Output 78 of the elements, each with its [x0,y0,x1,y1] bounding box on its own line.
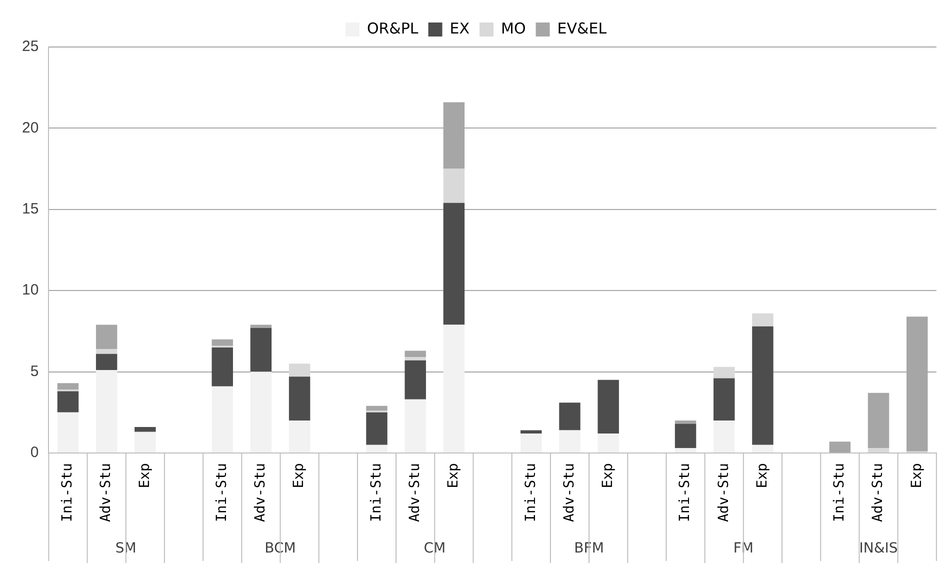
x-tick-label: Exp [600,463,616,488]
y-tick-label: 15 [22,200,39,218]
bar [520,434,542,452]
bar [366,412,388,445]
x-tick-label: Ini-Stu [832,463,848,522]
bar [250,372,272,452]
bar [443,202,465,325]
text: BCM [264,540,296,557]
x-tick-label: Adv-Stu [98,463,114,522]
x-tick-label: Ini-Stu [214,463,230,522]
legend-label: EV&EL [557,19,608,38]
bar [288,420,310,452]
bar [443,168,465,203]
bar [559,430,580,452]
bar [96,349,118,354]
bar [598,434,619,452]
bar [404,357,426,360]
bar [57,383,79,390]
y-tick-label: 10 [22,282,39,299]
text: BFM [574,540,604,557]
x-tick-label: Ini-Stu [677,463,694,522]
x-tick-label: Adv-Stu [561,463,578,522]
x-tick-label: Exp [754,463,770,488]
bar [674,420,696,424]
x-tick-label: Exp [136,463,153,488]
bar [829,442,851,452]
legend-label: MO [501,19,526,38]
bar [404,360,426,400]
bar [212,339,233,346]
bar [714,366,735,378]
bar [366,406,388,411]
bar [752,444,774,452]
x-tick-label: Ini-Stu [522,463,539,522]
y-tick-label: 5 [30,362,39,380]
x-tick-label: Adv-Stu [716,463,732,522]
legend-label: OR&PL [366,19,419,38]
x-tick-label: Adv-Stu [406,463,423,522]
bar [559,402,580,430]
bar [443,324,465,452]
x-tick-label: Exp [446,463,462,488]
bar [520,430,542,434]
x-tick-label: Ini-Stu [368,463,384,522]
bar [868,392,890,448]
x-tick-label: Ini-Stu [60,463,76,522]
bar [674,448,696,452]
x-tick-label: Exp [908,463,925,488]
bar [714,420,735,452]
bar [96,370,118,452]
bar [57,412,79,452]
bar [250,328,272,372]
legend-label: EX [450,19,470,38]
text: CM [424,540,446,557]
bar [212,347,233,386]
bar [714,378,735,421]
bar [212,386,233,452]
bar [288,376,310,421]
bar [598,380,619,434]
bar [134,427,156,432]
bar [134,432,156,452]
x-tick-label: Adv-Stu [870,463,886,522]
x-tick-label: Adv-Stu [252,463,269,522]
bar [752,313,774,326]
bar [674,424,696,448]
x-tick-label: Exp [291,463,308,488]
bar [366,444,388,452]
bar [752,326,774,445]
bar [404,399,426,452]
y-tick-label: 25 [22,38,39,56]
bar [288,364,310,377]
y-tick-label: 20 [22,119,39,136]
bar [250,324,272,328]
y-tick-label: 0 [30,444,39,462]
bar [96,324,118,350]
text: IN&IS [859,540,898,557]
bar [96,354,118,370]
bar [404,350,426,358]
bar [868,448,890,452]
bar [57,391,79,412]
